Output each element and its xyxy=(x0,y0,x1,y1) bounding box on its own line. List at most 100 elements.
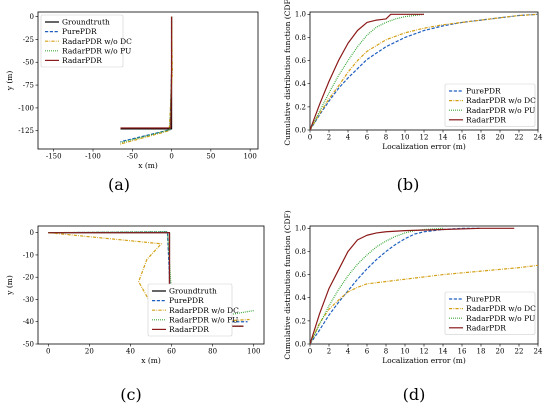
x-tick-label: 2 xyxy=(327,348,331,356)
y-tick-label: 1.0 xyxy=(295,11,306,19)
x-tick-label: 16 xyxy=(458,348,467,356)
x-tick-label: -50 xyxy=(127,153,138,161)
x-tick-label: 60 xyxy=(167,348,176,356)
series-group xyxy=(310,227,538,344)
x-tick-label: 2 xyxy=(327,134,331,142)
x-tick-label: 20 xyxy=(496,134,505,142)
panel-c: 0 20 40 60 80 100 0 -10 -20 -30 -40 -50 x (m) y (m) Gr… xyxy=(5,225,265,404)
legend-entry: RadarPDR xyxy=(169,325,209,334)
x-tick-label: 24 xyxy=(534,348,543,356)
x-tick-label: 0 xyxy=(308,348,312,356)
x-tick-label: 20 xyxy=(496,348,505,356)
x-tick-label: 4 xyxy=(346,134,351,142)
x-tick-label: 10 xyxy=(401,134,410,142)
x-tick-label: 50 xyxy=(206,153,215,161)
legend-entry: RadarPDR w/o DC xyxy=(466,96,536,105)
legend-entry: Groundtruth xyxy=(169,287,217,296)
y-tick-label: 0.8 xyxy=(295,248,306,256)
y-tick-label: 0.0 xyxy=(295,126,306,134)
legend-entry: RadarPDR w/o PU xyxy=(62,46,131,55)
x-tick-label: -100 xyxy=(85,153,101,161)
y-tick-label: 0.8 xyxy=(295,34,306,42)
y-tick-label: 0.6 xyxy=(295,271,307,279)
x-tick-label: 40 xyxy=(126,348,135,356)
x-tick-label: 0 xyxy=(308,134,312,142)
x-tick-label: 6 xyxy=(365,134,370,142)
legend-entry: RadarPDR xyxy=(466,115,506,124)
x-tick-label: 12 xyxy=(420,348,429,356)
y-tick-label: 0.2 xyxy=(295,103,306,111)
y-tick-label: 1.0 xyxy=(295,225,306,233)
y-tick-label: -100 xyxy=(18,104,34,112)
x-tick-label: 20 xyxy=(85,348,94,356)
panel-d: 0 2 4 6 8 10 12 14 16 18 20 22 240.00.20.40.60.81.0L… xyxy=(283,210,543,404)
legend-entry: RadarPDR w/o DC xyxy=(169,306,239,315)
legend-entry: RadarPDR xyxy=(62,56,102,65)
y-axis-label: Cumulative distribution function (CDF) xyxy=(283,0,292,146)
legend-box xyxy=(444,291,536,335)
y-tick-label: 0.6 xyxy=(295,57,307,65)
y-tick-label: -10 xyxy=(23,251,34,259)
x-tick-label: 6 xyxy=(365,348,370,356)
legend-entry: Groundtruth xyxy=(62,18,110,27)
series-line-radarpdr-w-o-pu xyxy=(310,227,444,344)
legend-entry: RadarPDR xyxy=(466,323,506,332)
x-tick-label: 22 xyxy=(515,134,524,142)
y-tick-label: -40 xyxy=(23,318,34,326)
panel-label: (b) xyxy=(397,175,420,194)
panel-label: (c) xyxy=(120,385,141,404)
x-tick-label: 16 xyxy=(458,134,467,142)
legend-box xyxy=(444,83,536,127)
x-tick-label: 18 xyxy=(477,348,486,356)
series-line-radarpdr xyxy=(310,13,424,130)
legend-entry: PurePDR xyxy=(169,296,204,305)
y-axis-label: y (m) xyxy=(5,275,14,296)
y-tick-label: 0 xyxy=(30,13,34,21)
x-tick-label: 22 xyxy=(515,348,524,356)
y-tick-label: 0.4 xyxy=(295,294,307,302)
series-line-radarpdr-w-o-dc xyxy=(48,232,250,325)
x-axis-label: x (m) xyxy=(138,161,158,170)
legend-box xyxy=(147,283,233,337)
x-tick-label: 100 xyxy=(247,348,260,356)
y-tick-label: 0.0 xyxy=(295,340,306,348)
panel-label: (d) xyxy=(403,385,426,404)
series-group xyxy=(310,13,538,130)
x-tick-label: 4 xyxy=(346,348,351,356)
y-tick-label: -50 xyxy=(23,59,34,67)
y-tick-label: -75 xyxy=(23,81,34,89)
x-tick-label: 8 xyxy=(384,134,388,142)
x-tick-label: 14 xyxy=(439,348,448,356)
legend-entry: PurePDR xyxy=(466,87,501,96)
y-axis-label: Cumulative distribution function (CDF) xyxy=(283,210,292,359)
x-tick-label: 0 xyxy=(46,348,50,356)
series-line-purepdr xyxy=(310,227,481,344)
x-tick-label: 8 xyxy=(384,348,388,356)
x-tick-label: 14 xyxy=(439,134,448,142)
series-group xyxy=(118,16,173,146)
series-line-radarpdr xyxy=(310,227,515,344)
legend-entry: RadarPDR w/o PU xyxy=(466,314,535,323)
series-line-radarpdr-w-o-dc xyxy=(310,13,538,130)
x-tick-label: 24 xyxy=(534,134,543,142)
legend-entry: RadarPDR w/o PU xyxy=(169,315,238,324)
legend-entry: RadarPDR w/o PU xyxy=(466,106,535,115)
x-axis-label: Localization error (m) xyxy=(382,142,466,151)
x-tick-label: 80 xyxy=(208,348,217,356)
y-tick-label: 0 xyxy=(30,229,34,237)
panel-a: -150 -100 -50 0 50 100 0 -25 -50 -75 -100 -125 x (m)… xyxy=(5,11,259,194)
legend-box xyxy=(40,14,124,68)
series-line-radarpdr-w-o-dc xyxy=(310,264,538,344)
y-tick-label: -20 xyxy=(23,274,34,282)
y-tick-label: 0.4 xyxy=(295,80,307,88)
legend-entry: RadarPDR w/o DC xyxy=(62,37,132,46)
x-tick-label: -150 xyxy=(46,153,62,161)
legend-entry: PurePDR xyxy=(62,27,97,36)
y-tick-label: -25 xyxy=(23,36,34,44)
